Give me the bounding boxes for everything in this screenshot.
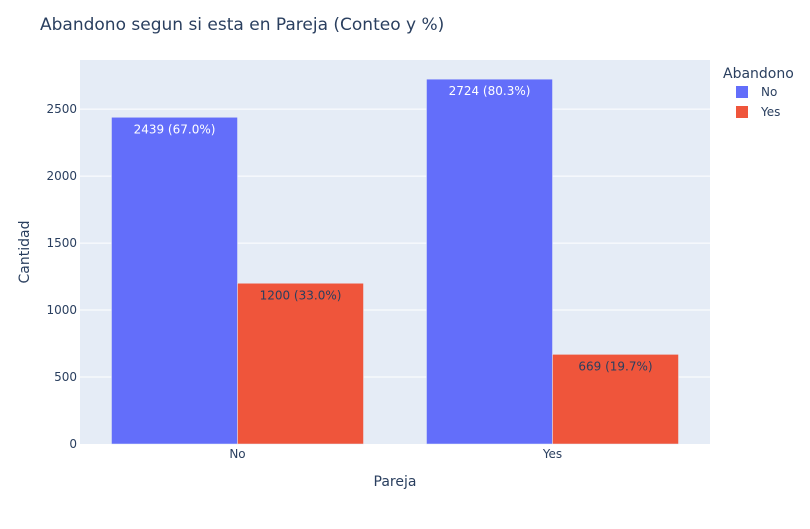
legend: Abandono No Yes [723,66,794,119]
bar-no-no[interactable] [111,117,238,445]
y-tick-label: 0 [69,437,77,451]
data-label: 1200 (33.0%) [260,288,342,302]
y-tick-label: 500 [54,370,77,384]
data-label: 669 (19.7%) [578,359,652,373]
y-tick-label: 2500 [46,102,77,116]
x-tick-label: Yes [542,447,562,461]
data-label: 2439 (67.0%) [134,122,216,136]
legend-item-label[interactable]: Yes [760,105,780,119]
legend-item-label[interactable]: No [761,85,777,99]
x-axis-ticks: No Yes [229,447,562,461]
y-tick-label: 2000 [46,169,77,183]
x-tick-label: No [229,447,245,461]
y-axis-title: Cantidad [17,221,33,284]
legend-swatch-no[interactable] [736,86,748,98]
y-tick-label: 1500 [46,236,77,250]
x-axis-title: Pareja [374,474,417,490]
data-label: 2724 (80.3%) [449,84,531,98]
bar-no-yes[interactable] [426,78,553,445]
bars-group: 2439 (67.0%) 1200 (33.0%) 2724 (80.3%) 669 … [111,78,679,445]
legend-title: Abandono [723,66,794,82]
bar-yes-yes[interactable] [552,354,679,445]
y-axis-ticks: 0 500 1000 1500 2000 2500 [46,102,77,451]
chart-title: Abandono segun si esta en Pareja (Conteo… [40,15,444,35]
bar-yes-no[interactable] [237,283,364,445]
legend-swatch-yes[interactable] [736,106,748,118]
y-tick-label: 1000 [46,303,77,317]
